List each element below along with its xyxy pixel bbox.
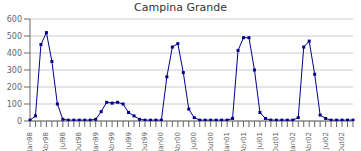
svg-text:Jul00: Jul00 <box>190 132 198 150</box>
svg-text:Jan98: Jan98 <box>26 132 34 151</box>
svg-text:Out02: Out02 <box>338 132 346 151</box>
svg-text:Jul02: Jul02 <box>322 132 330 150</box>
html-text:Campina Grande: Campina Grande <box>134 1 227 14</box>
svg-text:500: 500 <box>8 32 22 41</box>
svg-text:Jan00: Jan00 <box>157 132 165 151</box>
svg-text:600: 600 <box>8 15 22 24</box>
svg-text:Out98: Out98 <box>75 132 83 151</box>
svg-text:400: 400 <box>8 49 22 58</box>
svg-text:Out01: Out01 <box>272 132 280 151</box>
svg-text:Jul98: Jul98 <box>59 132 67 150</box>
svg-text:Out99: Out99 <box>141 132 149 151</box>
svg-text:300: 300 <box>8 66 22 75</box>
svg-text:Abr99: Abr99 <box>108 132 116 151</box>
svg-text:0: 0 <box>17 117 22 126</box>
svg-text:Jul99: Jul99 <box>125 132 133 150</box>
svg-text:200: 200 <box>8 83 22 92</box>
svg-text:Jan99: Jan99 <box>92 132 100 151</box>
svg-text:Jan01: Jan01 <box>223 132 231 151</box>
svg-text:Abr00: Abr00 <box>174 132 182 151</box>
svg-text:Jul01: Jul01 <box>256 132 264 150</box>
svg-text:Out00: Out00 <box>207 132 215 151</box>
svg-text:Jan02: Jan02 <box>289 132 297 151</box>
svg-text:Abr02: Abr02 <box>305 132 313 151</box>
svg-text:Abr01: Abr01 <box>240 132 248 151</box>
svg-text:100: 100 <box>8 100 22 109</box>
svg-text:Abr98: Abr98 <box>42 132 50 151</box>
